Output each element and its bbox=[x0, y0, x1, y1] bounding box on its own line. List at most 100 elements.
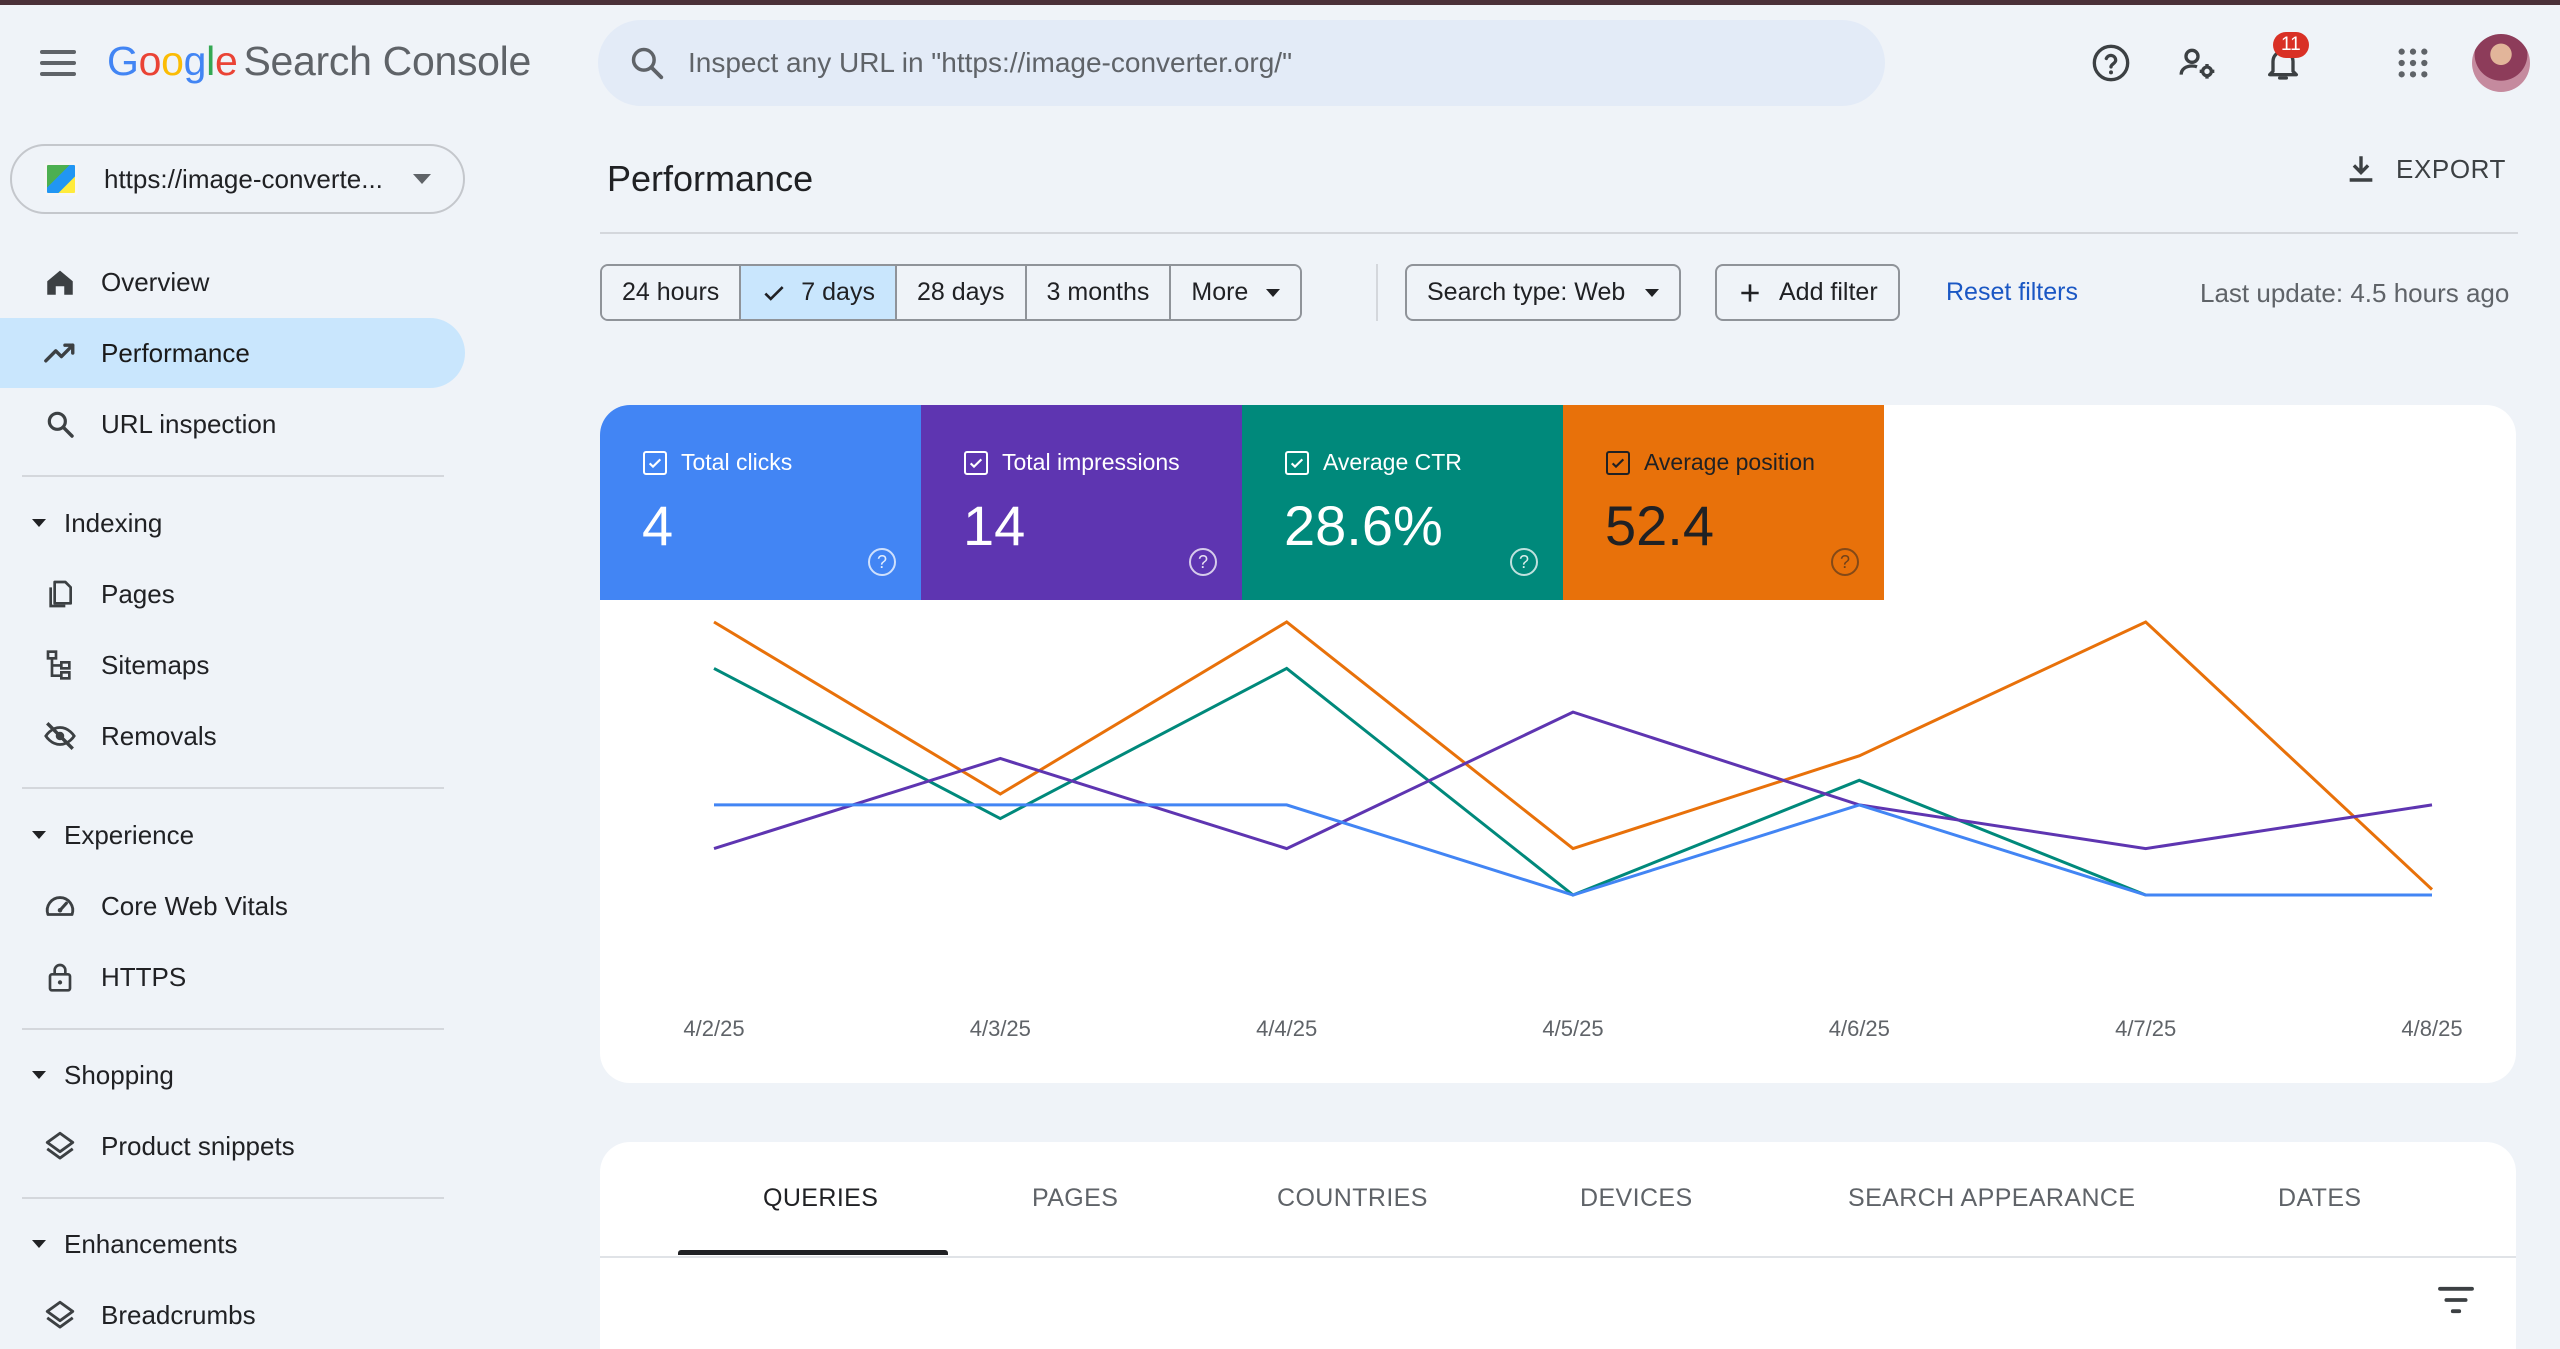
metric-value: 52.4 bbox=[1605, 494, 1714, 557]
date-range-28-days[interactable]: 28 days bbox=[896, 266, 1027, 319]
sidebar-item-removals[interactable]: Removals bbox=[0, 701, 465, 771]
sidebar-item-https[interactable]: HTTPS bbox=[0, 942, 465, 1012]
tabs-divider bbox=[600, 1256, 2516, 1258]
help-icon[interactable]: ? bbox=[1831, 548, 1859, 576]
tab-devices[interactable]: DEVICES bbox=[1580, 1184, 1693, 1212]
metric-label: Average position bbox=[1644, 449, 1815, 475]
sidebar-item-label: Overview bbox=[101, 266, 210, 297]
tab-countries[interactable]: COUNTRIES bbox=[1277, 1184, 1428, 1212]
main-menu-button[interactable] bbox=[36, 44, 80, 82]
sidebar-item-overview[interactable]: Overview bbox=[0, 247, 465, 317]
trending-up-icon bbox=[40, 333, 80, 373]
logo-letter: l bbox=[206, 38, 215, 84]
tab-pages[interactable]: PAGES bbox=[1032, 1184, 1119, 1212]
sidebar-item-label: URL inspection bbox=[101, 408, 277, 439]
tab-search-appearance[interactable]: SEARCH APPEARANCE bbox=[1848, 1184, 2136, 1212]
logo-product-name: Search Console bbox=[243, 38, 531, 84]
logo-letter: G bbox=[107, 38, 139, 84]
plus-icon bbox=[1741, 283, 1759, 302]
user-settings-icon[interactable] bbox=[2174, 40, 2220, 86]
logo-letter: e bbox=[214, 38, 238, 84]
dropdown-arrow-icon bbox=[1266, 288, 1281, 297]
x-axis-tick-label: 4/8/25 bbox=[2401, 1016, 2462, 1041]
date-range-label: 24 hours bbox=[622, 278, 720, 306]
sidebar-item-product-snippets[interactable]: Product snippets bbox=[0, 1111, 465, 1181]
sidebar-item-url-inspection[interactable]: URL inspection bbox=[0, 389, 465, 459]
help-icon[interactable]: ? bbox=[1510, 548, 1538, 576]
collapse-arrow-icon bbox=[32, 831, 46, 839]
reset-filters-link[interactable]: Reset filters bbox=[1946, 278, 2078, 306]
eye-off-icon bbox=[40, 716, 80, 756]
property-selector[interactable]: https://image-converte... bbox=[10, 144, 465, 214]
search-icon bbox=[40, 404, 80, 444]
sidebar-item-performance[interactable]: Performance bbox=[0, 318, 465, 388]
metric-total-clicks[interactable]: Total clicks 4 ? bbox=[600, 405, 921, 600]
help-icon[interactable] bbox=[2088, 40, 2134, 86]
sitemap-icon bbox=[40, 645, 80, 685]
x-axis-tick-label: 4/4/25 bbox=[1256, 1016, 1317, 1041]
app-logo[interactable]: Google Search Console bbox=[107, 38, 531, 85]
active-tab-indicator bbox=[678, 1250, 948, 1255]
metric-value: 14 bbox=[963, 494, 1026, 557]
checkbox-checked-icon[interactable] bbox=[964, 450, 988, 475]
metric-value: 28.6% bbox=[1284, 494, 1443, 557]
x-axis-tick-label: 4/5/25 bbox=[1542, 1016, 1603, 1041]
sidebar-section-enhancements[interactable]: Enhancements bbox=[0, 1214, 465, 1274]
filter-rows-icon[interactable] bbox=[2436, 1284, 2476, 1321]
tab-queries[interactable]: QUERIES bbox=[763, 1184, 879, 1212]
help-icon[interactable]: ? bbox=[1189, 548, 1217, 576]
metric-total-impressions[interactable]: Total impressions 14 ? bbox=[921, 405, 1242, 600]
add-filter-button[interactable]: Add filter bbox=[1715, 264, 1900, 321]
checkbox-checked-icon[interactable] bbox=[1285, 450, 1309, 475]
url-inspect-input[interactable] bbox=[688, 47, 1788, 79]
date-range-label: 3 months bbox=[1046, 278, 1150, 306]
sidebar-item-core-web-vitals[interactable]: Core Web Vitals bbox=[0, 871, 465, 941]
date-range-more[interactable]: More bbox=[1171, 266, 1301, 319]
apps-grid-icon[interactable] bbox=[2390, 40, 2436, 86]
metric-average-position[interactable]: Average position 52.4 ? bbox=[1563, 405, 1884, 600]
metric-average-ctr[interactable]: Average CTR 28.6% ? bbox=[1242, 405, 1563, 600]
x-axis-tick-label: 4/7/25 bbox=[2115, 1016, 2176, 1041]
chevron-down-icon bbox=[413, 174, 431, 184]
window-top-strip bbox=[0, 0, 2560, 5]
x-axis-tick-label: 4/2/25 bbox=[683, 1016, 744, 1041]
logo-letter: g bbox=[183, 38, 207, 84]
sidebar-section-shopping[interactable]: Shopping bbox=[0, 1045, 465, 1105]
sidebar-item-label: Performance bbox=[101, 337, 250, 368]
sidebar-item-sitemaps[interactable]: Sitemaps bbox=[0, 630, 465, 700]
checkbox-checked-icon[interactable] bbox=[643, 450, 667, 475]
home-icon bbox=[40, 262, 80, 302]
tab-dates[interactable]: DATES bbox=[2278, 1184, 2362, 1212]
header-divider bbox=[600, 232, 2518, 234]
checkbox-checked-icon[interactable] bbox=[1606, 450, 1630, 475]
performance-chart-card: Total clicks 4 ? Total impressions 14 ? … bbox=[600, 405, 2516, 1083]
sidebar-section-experience[interactable]: Experience bbox=[0, 805, 465, 865]
series-line-average-ctr[interactable] bbox=[713, 666, 2432, 897]
export-button[interactable]: EXPORT bbox=[2344, 152, 2506, 186]
date-range-7-days[interactable]: 7 days bbox=[741, 266, 897, 319]
lock-icon bbox=[40, 957, 80, 997]
add-filter-label: Add filter bbox=[1779, 278, 1878, 306]
account-avatar[interactable] bbox=[2472, 34, 2530, 92]
performance-line-chart[interactable]: 4/2/25 4/3/25 4/4/25 4/5/25 4/6/25 4/7/25 4/8/… bbox=[600, 600, 2516, 1083]
date-range-24-hours[interactable]: 24 hours bbox=[602, 266, 742, 319]
x-axis-tick-label: 4/6/25 bbox=[1829, 1016, 1890, 1041]
help-icon[interactable]: ? bbox=[868, 548, 896, 576]
date-range-3-months[interactable]: 3 months bbox=[1026, 266, 1172, 319]
series-line-average-position[interactable] bbox=[713, 620, 2434, 891]
sidebar-section-title: Enhancements bbox=[64, 1228, 238, 1259]
url-inspect-search[interactable] bbox=[598, 20, 1885, 106]
search-type-filter[interactable]: Search type: Web bbox=[1405, 264, 1682, 321]
search-type-label: Search type: Web bbox=[1427, 278, 1626, 306]
series-line-total-impressions[interactable] bbox=[713, 710, 2433, 851]
sidebar-item-label: Core Web Vitals bbox=[101, 890, 288, 921]
sidebar-section-indexing[interactable]: Indexing bbox=[0, 493, 465, 553]
sidebar-section-title: Shopping bbox=[64, 1059, 174, 1090]
series-line-total-clicks[interactable] bbox=[714, 803, 2432, 897]
sidebar-item-pages[interactable]: Pages bbox=[0, 559, 465, 629]
sidebar-item-breadcrumbs[interactable]: Breadcrumbs bbox=[0, 1280, 465, 1349]
sidebar-item-label: HTTPS bbox=[101, 961, 187, 992]
export-label: EXPORT bbox=[2396, 153, 2507, 184]
date-range-selector: 24 hours 7 days 28 days 3 months More bbox=[600, 264, 1303, 321]
dimension-tabs-card: QUERIES PAGES COUNTRIES DEVICES SEARCH A… bbox=[600, 1142, 2516, 1349]
